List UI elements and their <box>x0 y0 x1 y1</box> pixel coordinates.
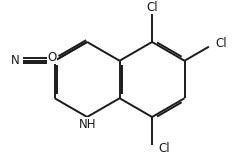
Text: Cl: Cl <box>216 37 227 50</box>
Text: N: N <box>11 54 20 67</box>
Text: O: O <box>47 51 57 64</box>
Text: Cl: Cl <box>159 142 170 154</box>
Text: NH: NH <box>78 118 96 131</box>
Text: Cl: Cl <box>146 1 158 14</box>
